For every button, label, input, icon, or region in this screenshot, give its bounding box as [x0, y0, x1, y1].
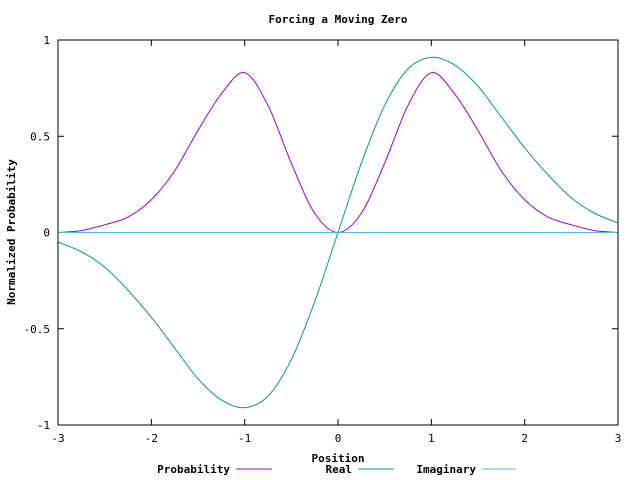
x-axis-label: Position	[312, 452, 365, 465]
legend: Probability Real Imaginary	[157, 463, 516, 476]
plot-frame	[57, 39, 619, 426]
x-tick-label: 0	[335, 432, 342, 445]
legend-label-imaginary: Imaginary	[416, 463, 476, 476]
y-tick-label: -0.5	[24, 323, 51, 336]
x-tick-label: -3	[51, 432, 64, 445]
x-tick-label: -2	[145, 432, 158, 445]
chart-title: Forcing a Moving Zero	[268, 13, 407, 26]
y-tick-label: 0.5	[30, 130, 50, 143]
x-tick-label: 2	[521, 432, 528, 445]
legend-label-real: Real	[326, 463, 353, 476]
y-axis-label: Normalized Probability	[5, 159, 18, 305]
x-tick-label: -1	[238, 432, 251, 445]
legend-label-probability: Probability	[157, 463, 230, 476]
series-line-probability	[57, 72, 619, 234]
x-tick-label: 1	[428, 432, 435, 445]
tick-labels: -3 -2 -1 0 1 2 3 -1 -0.5 0 0.5 1	[24, 34, 622, 445]
y-tick-label: 1	[43, 34, 50, 47]
y-tick-label: -1	[37, 419, 50, 432]
series-layer	[57, 56, 619, 409]
x-tick-label: 3	[615, 432, 622, 445]
y-tick-label: 0	[43, 227, 50, 240]
